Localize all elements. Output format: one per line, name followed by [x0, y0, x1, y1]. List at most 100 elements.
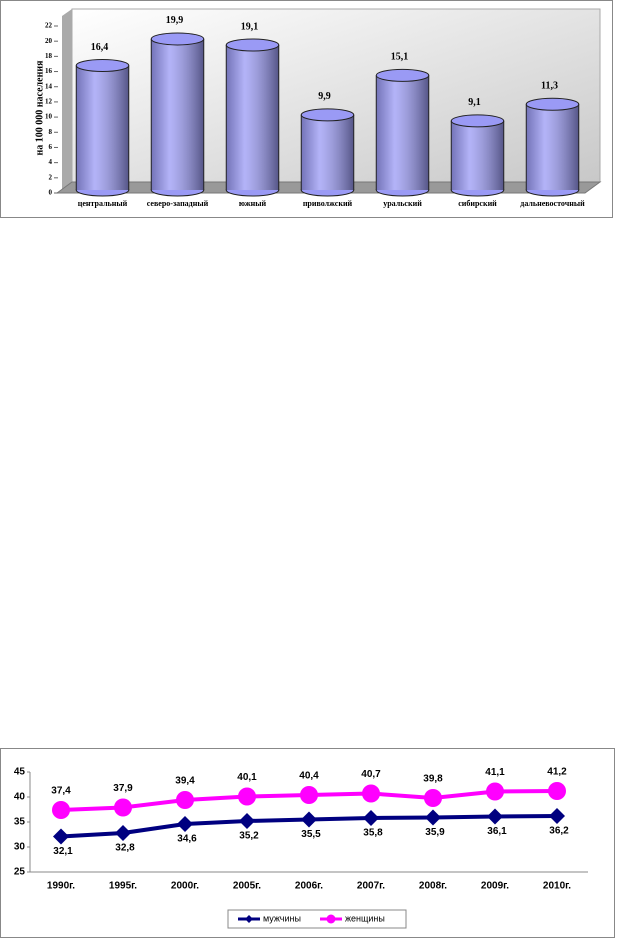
- chart-frame: [0, 748, 615, 938]
- bar-top: [75, 59, 130, 73]
- x-tick-label: дальневосточный: [520, 199, 585, 208]
- x-tick-label: 1995г.: [109, 881, 137, 892]
- value-label: 32,1: [53, 846, 73, 857]
- value-label: 41,2: [547, 767, 567, 778]
- bar-outline: [375, 75, 430, 190]
- bar-top: [225, 38, 280, 52]
- x-tick-label: 2005г.: [233, 881, 261, 892]
- point: [425, 809, 441, 826]
- point: [301, 811, 317, 828]
- point: [548, 782, 566, 800]
- bar-shade: [301, 114, 354, 190]
- x-tick-label: центральный: [78, 199, 128, 208]
- point: [549, 808, 565, 824]
- y-tick-label: 6: [49, 143, 53, 151]
- point: [362, 784, 380, 803]
- point: [238, 787, 256, 806]
- point: [326, 914, 336, 924]
- y-axis-label: на 100 000 населения: [34, 60, 45, 156]
- value-label: 41,1: [485, 767, 505, 778]
- x-tick-label: 2010г.: [543, 881, 571, 892]
- x-tick-label: 2009г.: [481, 881, 509, 892]
- value-label: 36,1: [487, 826, 507, 837]
- bar-outline: [525, 104, 580, 190]
- value-label: 39,4: [175, 776, 195, 787]
- value-label: 37,4: [51, 786, 71, 797]
- x-tick-label: уральский: [383, 199, 422, 208]
- point: [53, 828, 69, 845]
- value-label: 11,3: [541, 81, 558, 92]
- bar-outline: [150, 38, 205, 190]
- point: [115, 825, 131, 841]
- y-tick-label: 22: [45, 22, 53, 30]
- bar-top: [150, 32, 205, 46]
- bar-shade: [451, 120, 504, 190]
- value-label: 35,9: [425, 827, 445, 838]
- x-tick-label: сибирский: [458, 199, 497, 208]
- chart-2: 25 30 35 40 45 1990г. 1995г. 2000г. 2005г. 2006г.…: [0, 748, 615, 938]
- value-label: 15,1: [391, 52, 409, 63]
- y-tick-label: 10: [45, 113, 53, 121]
- bar-outline: [75, 65, 130, 190]
- x-tick-label: южный: [239, 199, 267, 208]
- bar-shade: [526, 104, 579, 190]
- point: [52, 801, 70, 819]
- bar-top: [450, 114, 505, 128]
- bar-outline: [300, 114, 355, 190]
- point: [300, 786, 318, 804]
- x-tick-label: 2007г.: [357, 881, 385, 892]
- bar-shade: [76, 65, 129, 190]
- bar-shade: [226, 45, 279, 190]
- value-label: 19,1: [241, 21, 259, 32]
- x-tick-label: приволжский: [303, 199, 353, 208]
- point: [239, 813, 255, 829]
- point: [424, 789, 442, 807]
- value-label: 32,8: [115, 843, 135, 854]
- bar-shade: [151, 38, 204, 190]
- value-label: 40,1: [237, 772, 257, 783]
- value-label: 35,5: [301, 829, 321, 840]
- side-wall: [62, 9, 72, 193]
- bar-outline: [450, 120, 505, 190]
- value-label: 40,7: [361, 769, 381, 780]
- y-tick-label: 12: [45, 98, 53, 106]
- value-label: 40,4: [299, 771, 319, 782]
- value-label: 19,9: [166, 15, 184, 26]
- y-tick-label: 18: [45, 52, 53, 60]
- value-label: 37,9: [113, 783, 133, 794]
- chart-1: на 100 000 населения 0 2 4 6 8 10 12 14 16 18 20 22…: [0, 0, 613, 218]
- point: [176, 791, 194, 809]
- value-label: 9,9: [318, 91, 331, 102]
- x-tick-label: северо-западный: [147, 199, 209, 208]
- legend-box: [227, 909, 407, 929]
- bar-outline: [225, 45, 280, 190]
- y-tick-label: 8: [49, 128, 53, 136]
- x-tick-label: 2006г.: [295, 881, 323, 892]
- bar-top: [300, 108, 355, 122]
- y-tick-label: 30: [14, 842, 26, 853]
- point: [486, 782, 504, 801]
- y-tick-label: 45: [14, 767, 26, 778]
- bar-top: [375, 68, 430, 82]
- y-tick-label: 20: [45, 37, 53, 45]
- x-tick-label: 2008г.: [419, 881, 447, 892]
- y-tick-label: 16: [45, 67, 53, 75]
- point: [487, 808, 503, 825]
- bar-shade: [376, 75, 429, 190]
- y-tick-label: 25: [14, 867, 26, 878]
- point: [177, 816, 193, 832]
- point: [114, 798, 132, 817]
- y-tick-label: 0: [49, 189, 53, 197]
- value-label: 34,6: [177, 834, 197, 845]
- point: [245, 915, 253, 923]
- value-label: 35,8: [363, 828, 383, 839]
- y-tick-label: 40: [14, 792, 26, 803]
- x-tick-label: 1990г.: [47, 881, 75, 892]
- bar-top: [525, 97, 580, 111]
- point: [363, 810, 379, 826]
- value-label: 39,8: [423, 774, 443, 785]
- value-label: 9,1: [468, 97, 481, 108]
- value-label: 16,4: [91, 42, 109, 53]
- y-tick-label: 14: [45, 82, 53, 90]
